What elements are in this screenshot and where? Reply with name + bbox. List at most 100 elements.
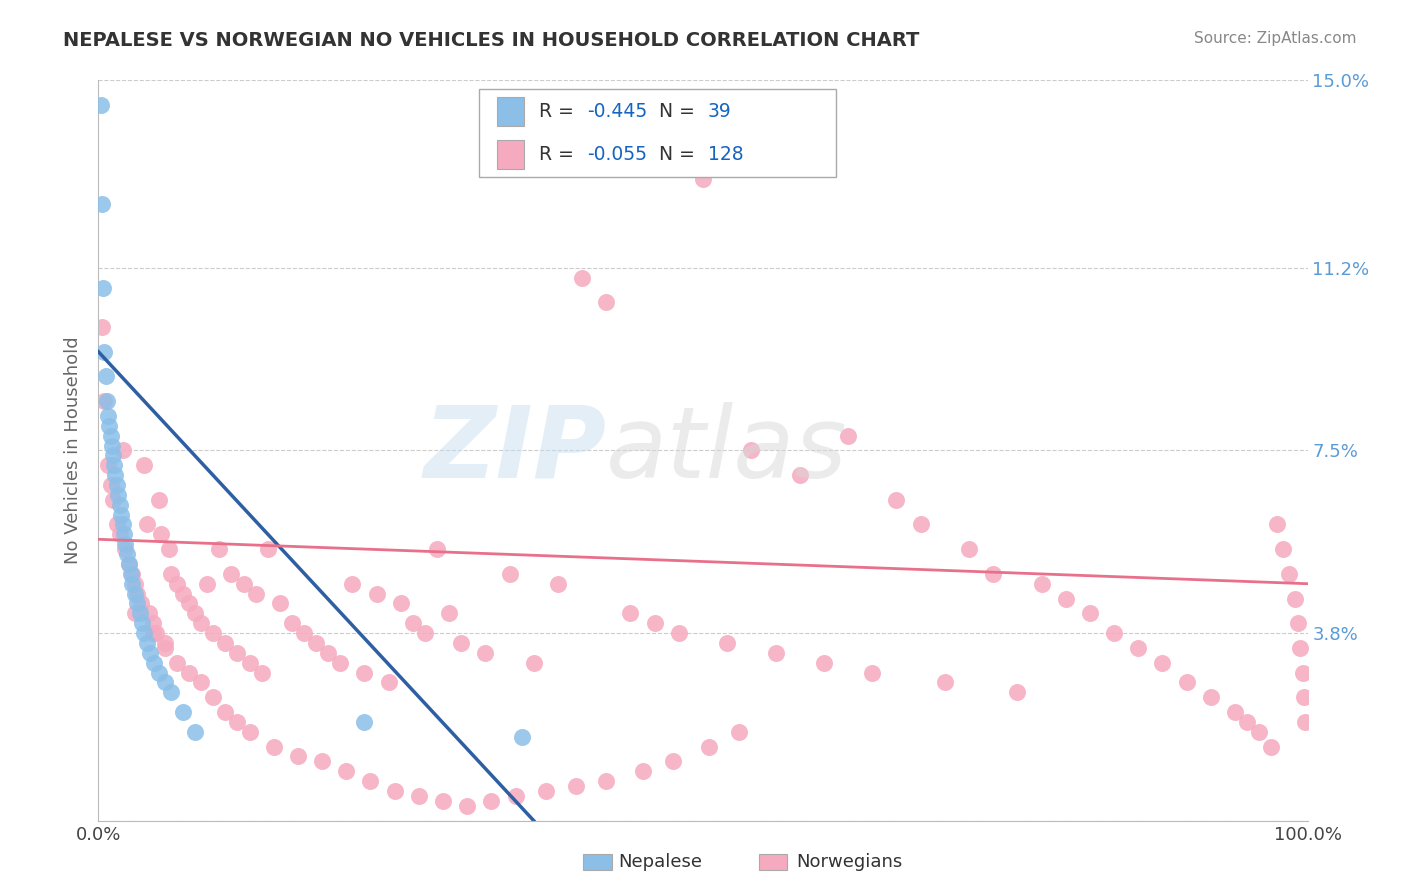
Point (129, 597, 152, 611)
Point (269, 597, 291, 611)
Point (226, 714, 249, 729)
Text: Nepalese: Nepalese (619, 853, 703, 871)
Point (1102, 626, 1125, 640)
Point (353, 665, 375, 680)
Point (150, 527, 173, 541)
Point (981, 566, 1004, 581)
Point (692, 172, 714, 186)
FancyBboxPatch shape (498, 139, 524, 169)
Point (100, 438, 122, 452)
Point (413, 626, 436, 640)
Point (1292, 665, 1315, 680)
Point (329, 656, 352, 670)
Point (250, 665, 273, 680)
Point (145, 626, 167, 640)
Point (305, 636, 328, 650)
Text: Source: ZipAtlas.com: Source: ZipAtlas.com (1194, 31, 1357, 46)
Point (142, 626, 165, 640)
Point (104, 468, 127, 483)
Point (184, 724, 207, 739)
Point (172, 586, 194, 600)
Point (101, 449, 124, 463)
Point (728, 724, 751, 739)
Text: -0.055: -0.055 (586, 145, 647, 164)
Point (456, 798, 478, 813)
Point (121, 576, 143, 591)
Point (221, 566, 243, 581)
Point (910, 517, 932, 532)
Point (134, 626, 156, 640)
Text: 39: 39 (707, 102, 731, 121)
Point (118, 557, 141, 571)
Point (139, 646, 162, 660)
Point (153, 636, 176, 650)
Point (114, 542, 136, 557)
FancyBboxPatch shape (498, 96, 524, 126)
Point (1078, 607, 1101, 621)
Point (292, 626, 315, 640)
Point (108, 498, 131, 512)
Point (366, 586, 388, 600)
Point (716, 636, 738, 650)
Point (450, 636, 472, 650)
Point (1260, 739, 1282, 754)
Point (153, 640, 176, 655)
Point (644, 616, 666, 631)
Point (190, 616, 212, 631)
Text: R =: R = (538, 102, 579, 121)
Point (105, 517, 128, 532)
Point (1236, 714, 1258, 729)
Point (957, 542, 980, 557)
Text: atlas: atlas (606, 402, 848, 499)
Point (107, 488, 129, 502)
Point (1007, 685, 1029, 699)
Point (239, 656, 262, 670)
Point (93, 394, 115, 409)
Point (105, 478, 128, 492)
Point (138, 607, 160, 621)
Point (474, 646, 496, 660)
Point (166, 576, 188, 591)
Point (239, 724, 262, 739)
Point (595, 295, 617, 310)
Point (1128, 640, 1150, 655)
Point (860, 665, 883, 680)
Point (179, 597, 201, 611)
Point (90, 98, 112, 112)
Point (837, 428, 859, 442)
Point (408, 789, 430, 803)
Point (96, 394, 118, 409)
Text: ZIP: ZIP (423, 402, 606, 499)
Point (353, 714, 375, 729)
Text: N =: N = (659, 145, 702, 164)
Text: -0.445: -0.445 (586, 102, 647, 121)
Point (510, 730, 533, 744)
Point (335, 764, 357, 779)
Point (1272, 542, 1295, 557)
Text: 128: 128 (707, 145, 744, 164)
Point (437, 607, 460, 621)
Point (124, 576, 146, 591)
Point (765, 646, 787, 660)
FancyBboxPatch shape (479, 89, 837, 177)
Point (202, 690, 225, 705)
Point (619, 607, 641, 621)
Point (1152, 656, 1174, 670)
Point (97, 458, 120, 473)
Text: Norwegians: Norwegians (796, 853, 903, 871)
Point (1031, 576, 1053, 591)
Point (124, 586, 146, 600)
Point (505, 789, 527, 803)
Point (142, 616, 165, 631)
Point (160, 685, 183, 699)
Point (172, 705, 194, 719)
Point (128, 607, 150, 621)
Point (342, 576, 364, 591)
Point (547, 576, 569, 591)
Point (498, 566, 520, 581)
Point (1249, 724, 1271, 739)
Point (377, 675, 399, 690)
Point (101, 492, 124, 507)
Point (316, 646, 339, 660)
Point (1054, 591, 1077, 606)
